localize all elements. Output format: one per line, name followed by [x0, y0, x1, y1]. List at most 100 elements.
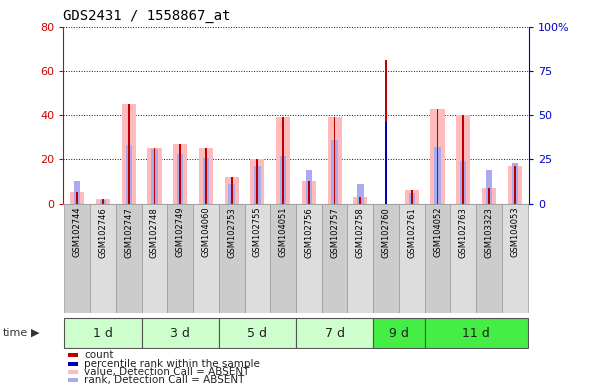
- Text: GSM104053: GSM104053: [510, 207, 519, 257]
- Bar: [250, 159, 264, 204]
- Text: rank, Detection Call = ABSENT: rank, Detection Call = ABSENT: [84, 375, 245, 384]
- Text: GSM102758: GSM102758: [356, 207, 365, 258]
- Bar: [511, 163, 518, 204]
- Bar: [179, 144, 181, 204]
- Bar: [116, 204, 142, 313]
- Bar: [385, 60, 387, 204]
- Bar: [306, 170, 312, 204]
- Bar: [280, 156, 286, 204]
- Bar: [147, 148, 162, 204]
- Bar: [203, 157, 209, 204]
- Text: GSM102756: GSM102756: [304, 207, 313, 258]
- Text: time: time: [3, 328, 28, 338]
- Bar: [450, 204, 476, 313]
- Text: GSM102749: GSM102749: [175, 207, 185, 257]
- Bar: [199, 148, 213, 204]
- Bar: [151, 149, 157, 204]
- Bar: [74, 180, 81, 204]
- Text: 9 d: 9 d: [389, 327, 409, 339]
- Bar: [425, 318, 528, 348]
- Text: GSM102755: GSM102755: [253, 207, 262, 257]
- Text: ▶: ▶: [31, 328, 40, 338]
- Text: GSM102763: GSM102763: [459, 207, 468, 258]
- Bar: [486, 170, 492, 204]
- Bar: [102, 199, 104, 204]
- Bar: [64, 204, 90, 313]
- Bar: [302, 182, 316, 204]
- Text: GSM102748: GSM102748: [150, 207, 159, 258]
- Bar: [334, 118, 335, 204]
- Bar: [476, 204, 502, 313]
- Text: GSM102744: GSM102744: [73, 207, 82, 257]
- Text: 11 d: 11 d: [462, 327, 490, 339]
- Bar: [167, 204, 193, 313]
- Text: GSM102757: GSM102757: [330, 207, 339, 258]
- Text: GSM103323: GSM103323: [484, 207, 493, 258]
- Bar: [508, 166, 522, 204]
- Bar: [373, 204, 399, 313]
- Bar: [96, 199, 110, 204]
- Text: GSM102761: GSM102761: [407, 207, 416, 258]
- Bar: [245, 204, 270, 313]
- Bar: [411, 190, 413, 204]
- Bar: [462, 115, 464, 204]
- Text: GSM104051: GSM104051: [279, 207, 288, 257]
- Bar: [308, 182, 310, 204]
- Text: GSM102747: GSM102747: [124, 207, 133, 258]
- Bar: [514, 166, 516, 204]
- Bar: [502, 204, 528, 313]
- Bar: [373, 318, 425, 348]
- Bar: [328, 118, 342, 204]
- Bar: [435, 147, 441, 204]
- Bar: [64, 318, 142, 348]
- Bar: [219, 318, 296, 348]
- Bar: [68, 370, 78, 374]
- Bar: [296, 318, 373, 348]
- Text: GSM102753: GSM102753: [227, 207, 236, 258]
- Bar: [142, 204, 167, 313]
- Text: 3 d: 3 d: [170, 327, 190, 339]
- Bar: [430, 109, 445, 204]
- Bar: [425, 204, 450, 313]
- Text: 7 d: 7 d: [325, 327, 344, 339]
- Bar: [322, 204, 347, 313]
- Bar: [70, 192, 84, 204]
- Bar: [456, 115, 471, 204]
- Bar: [404, 190, 419, 204]
- Bar: [276, 118, 290, 204]
- Bar: [193, 204, 219, 313]
- Bar: [488, 188, 490, 204]
- Bar: [409, 193, 415, 204]
- Bar: [399, 204, 425, 313]
- Bar: [142, 318, 219, 348]
- Text: GSM104060: GSM104060: [201, 207, 210, 257]
- Bar: [282, 118, 284, 204]
- Text: 1 d: 1 d: [93, 327, 113, 339]
- Bar: [385, 122, 387, 204]
- Bar: [205, 148, 207, 204]
- Bar: [228, 184, 235, 204]
- Bar: [460, 161, 466, 204]
- Bar: [357, 184, 364, 204]
- Bar: [482, 188, 496, 204]
- Bar: [219, 204, 245, 313]
- Bar: [76, 192, 78, 204]
- Text: count: count: [84, 351, 114, 361]
- Bar: [68, 354, 78, 358]
- Bar: [225, 177, 239, 204]
- Bar: [270, 204, 296, 313]
- Bar: [353, 197, 367, 204]
- Bar: [90, 204, 116, 313]
- Bar: [436, 109, 438, 204]
- Text: 5 d: 5 d: [248, 327, 267, 339]
- Bar: [296, 204, 322, 313]
- Bar: [257, 159, 258, 204]
- Text: GDS2431 / 1558867_at: GDS2431 / 1558867_at: [63, 9, 231, 23]
- Text: GSM104052: GSM104052: [433, 207, 442, 257]
- Bar: [231, 177, 233, 204]
- Text: GSM102760: GSM102760: [382, 207, 391, 258]
- Text: GSM102746: GSM102746: [99, 207, 108, 258]
- Bar: [177, 154, 183, 204]
- Text: value, Detection Call = ABSENT: value, Detection Call = ABSENT: [84, 367, 249, 377]
- Bar: [359, 197, 361, 204]
